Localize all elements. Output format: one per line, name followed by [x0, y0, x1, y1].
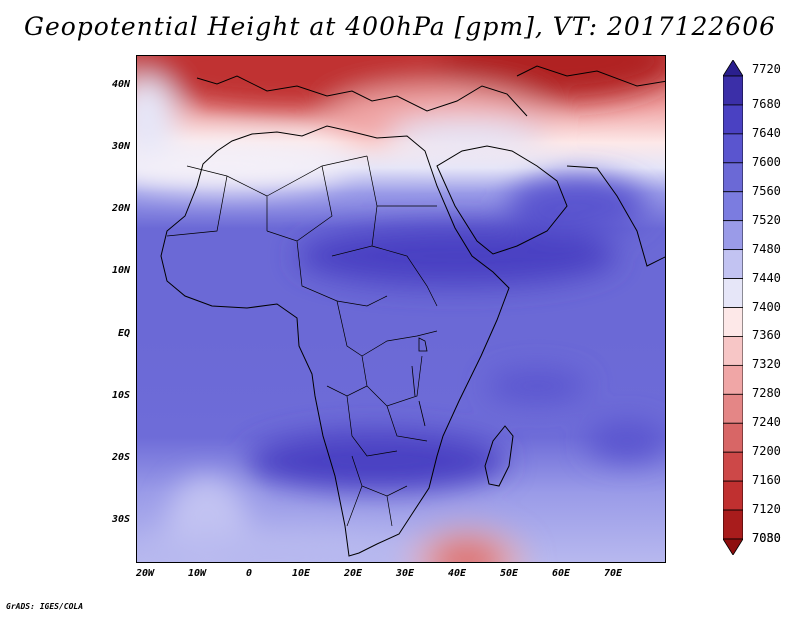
colorbar-label: 7520: [752, 212, 781, 227]
lat-label-eq: EQ: [117, 328, 130, 339]
colorbar-label: 7240: [752, 415, 781, 430]
colorbar-swatch: [723, 364, 743, 395]
lon-label-20e: 20E: [343, 568, 363, 579]
map-plot-area: [136, 55, 666, 563]
colorbar-label: 7720: [752, 62, 781, 76]
colorbar-swatch: [723, 278, 743, 308]
colorbar-swatch: [723, 249, 743, 279]
colorbar-label: 7600: [752, 154, 781, 169]
colorbar-swatch: [723, 191, 743, 222]
lon-label-50e: 50E: [499, 568, 519, 579]
colorbar-swatch: [723, 104, 743, 135]
lon-label-30e: 30E: [395, 568, 415, 579]
asia-coastline: [566, 165, 665, 267]
arabia-coastline: [436, 145, 568, 255]
lon-label-40e: 40E: [447, 568, 467, 579]
colorbar-swatch: [723, 509, 743, 540]
colorbar-swatch: [723, 336, 743, 366]
lon-label-20w: 20W: [135, 568, 155, 579]
lon-label-10w: 10W: [187, 568, 207, 579]
colorbar-swatch: [723, 307, 743, 337]
colorbar-label: 7080: [752, 531, 781, 545]
colorbar-label: 7440: [752, 270, 781, 285]
lat-label-30n: 30N: [111, 141, 130, 152]
colorbar-label: 7280: [752, 386, 781, 401]
africa-coastline: [160, 125, 510, 557]
colorbar-label: 7160: [752, 473, 781, 488]
colorbar-label: 7030: [752, 531, 781, 545]
lat-label-20s: 20S: [111, 452, 130, 463]
colorbar-label: 7400: [752, 299, 781, 314]
chart-title: Geopotential Height at 400hPa [gpm], VT:…: [23, 12, 777, 41]
lat-label-40n: 40N: [111, 79, 130, 90]
lon-label-60e: 60E: [551, 568, 571, 579]
colorbar-swatch: [723, 480, 743, 511]
lat-label-10n: 10N: [111, 265, 130, 276]
country-borders: [166, 155, 438, 527]
lon-label-70e: 70E: [603, 568, 623, 579]
colorbar-swatch: [723, 393, 743, 424]
colorbar-label: 7200: [752, 444, 781, 459]
colorbar-label: 7320: [752, 357, 781, 372]
colorbar-swatch: [723, 133, 743, 164]
colorbar-swatch: [723, 220, 743, 251]
great-lakes: [411, 337, 428, 427]
colorbar-label: 7480: [752, 241, 781, 256]
colorbar-swatch: [723, 451, 743, 482]
lon-label-0: 0: [245, 568, 253, 579]
colorbar-swatch: [723, 75, 743, 106]
colorbar-label: 7120: [752, 502, 781, 517]
colorbar-top-arrow: [723, 60, 743, 77]
colorbar-bottom-arrow: [723, 538, 743, 555]
grads-credit: GrADS: IGES/COLA: [6, 602, 84, 611]
lat-label-10s: 10S: [111, 390, 130, 401]
lat-label-30s: 30S: [111, 514, 130, 525]
lat-label-20n: 20N: [111, 203, 130, 214]
colorbar-label: 7360: [752, 328, 781, 343]
colorbar-label: 7640: [752, 125, 781, 140]
europe-coastline: [196, 65, 665, 117]
colorbar: [723, 60, 743, 555]
geopotential-height-field: [137, 56, 665, 562]
colorbar-swatch: [723, 162, 743, 193]
colorbar-label: 7680: [752, 96, 781, 111]
madagascar-coastline: [484, 425, 514, 487]
colorbar-label: 7560: [752, 183, 781, 198]
lon-label-10e: 10E: [291, 568, 311, 579]
colorbar-swatch: [723, 422, 743, 453]
